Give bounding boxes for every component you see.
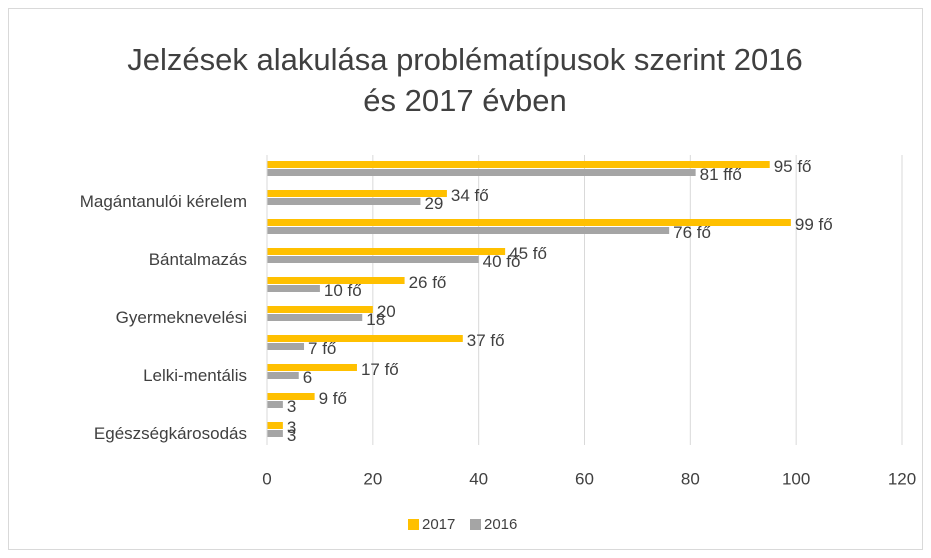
- bar: [267, 372, 299, 379]
- data-label: 6: [303, 368, 312, 387]
- bar: [267, 314, 363, 321]
- chart-title: és 2017 évben: [363, 83, 566, 118]
- data-label: 37 fő: [467, 331, 505, 350]
- data-label: 99 fő: [795, 215, 833, 234]
- bar: [267, 198, 421, 205]
- data-label: 45 fő: [509, 244, 547, 263]
- x-tick-label: 80: [681, 469, 700, 488]
- chart-title: Jelzések alakulása problématípusok szeri…: [127, 42, 803, 77]
- x-tick-label: 0: [262, 469, 271, 488]
- data-label: 18: [366, 310, 385, 329]
- bar: [267, 227, 670, 234]
- data-label: 76 fő: [673, 223, 711, 242]
- x-tick-label: 20: [363, 469, 382, 488]
- legend-label: 2016: [484, 516, 517, 533]
- data-label: 3: [287, 397, 296, 416]
- bar: [267, 335, 463, 342]
- bar: [267, 169, 696, 176]
- data-label: 7 fő: [308, 339, 336, 358]
- data-label: 20: [377, 302, 396, 321]
- bar: [267, 256, 479, 263]
- bar: [267, 430, 283, 437]
- data-label: 10 fő: [324, 281, 362, 300]
- x-tick-label: 120: [888, 469, 916, 488]
- data-label: 3: [287, 418, 296, 437]
- data-label: 17 fő: [361, 360, 399, 379]
- data-label: 26 fő: [409, 273, 447, 292]
- bar: [267, 422, 283, 429]
- bar: [267, 277, 405, 284]
- bar: [267, 190, 447, 197]
- bar: [267, 285, 320, 292]
- data-label: 9 fő: [319, 389, 347, 408]
- y-tick-label: Magántanulói kérelem: [80, 192, 247, 211]
- data-label: 34 fő: [451, 186, 489, 205]
- bar: [267, 401, 283, 408]
- y-tick-label: Egészségkárosodás: [94, 424, 247, 443]
- chart-border: [8, 8, 923, 550]
- legend-swatch: [470, 519, 481, 530]
- bar: [267, 393, 315, 400]
- legend-label: 2017: [422, 516, 455, 533]
- legend-swatch: [408, 519, 419, 530]
- data-label: 3: [287, 426, 296, 445]
- bar: [267, 248, 506, 255]
- data-label: 29: [424, 194, 443, 213]
- bar: [267, 219, 791, 226]
- bar: [267, 161, 770, 168]
- y-tick-label: Lelki-mentális: [143, 366, 247, 385]
- y-tick-label: Bántalmazás: [149, 250, 247, 269]
- bar: [267, 306, 373, 313]
- bar: [267, 364, 357, 371]
- x-tick-label: 100: [782, 469, 810, 488]
- y-tick-label: Gyermeknevelési: [116, 308, 247, 327]
- x-tick-label: 40: [469, 469, 488, 488]
- data-label: 95 fő: [774, 157, 812, 176]
- data-label: 40 fő: [483, 252, 521, 271]
- data-label: 81 ffő: [700, 165, 742, 184]
- x-tick-label: 60: [575, 469, 594, 488]
- bar: [267, 343, 305, 350]
